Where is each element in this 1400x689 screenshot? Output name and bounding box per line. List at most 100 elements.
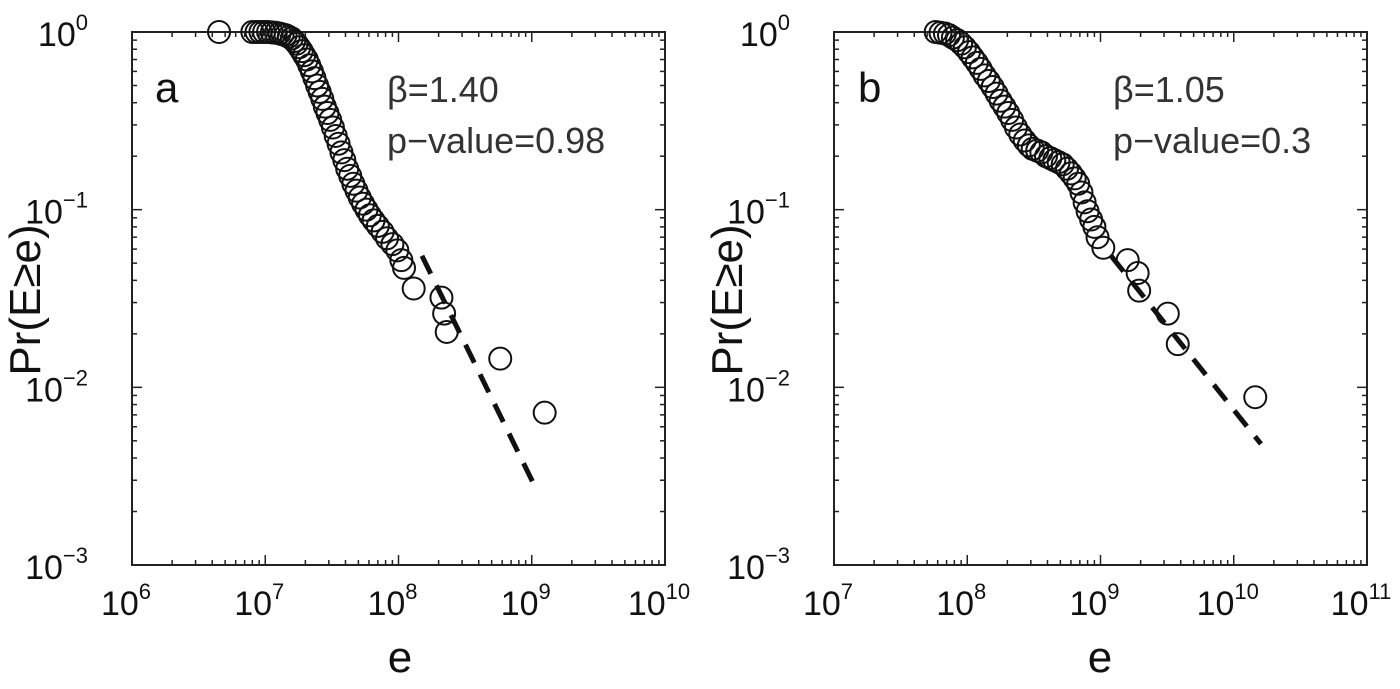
panel-b-ylabel: Pr(E≥e)	[703, 224, 752, 375]
panel-b-data-point	[1127, 278, 1152, 303]
panel-a-fit-layer	[419, 254, 540, 493]
tick-base: 10	[628, 585, 666, 623]
panel-b-xtick-label: 1010	[1197, 579, 1259, 623]
panel-a-data-point	[347, 185, 372, 210]
panel-a-xtick-label: 106	[101, 579, 151, 623]
panel-a-data-point	[392, 255, 417, 280]
panel-b-data-point	[1050, 152, 1075, 177]
panel-b-ytick-label: 100	[740, 10, 790, 54]
panel-b-xtick-label: 1011	[1331, 579, 1392, 623]
tick-exponent: 0	[778, 10, 790, 35]
tick-base: 10	[740, 16, 778, 54]
panel-b-fit-layer	[1109, 254, 1263, 446]
tick-base: 10	[101, 585, 139, 623]
panel-a-xtick-label: 109	[501, 579, 551, 623]
tick-base: 10	[25, 549, 63, 587]
tick-base: 10	[25, 371, 63, 409]
tick-exponent: −3	[63, 543, 88, 568]
panel-b-ytick-label: 10−1	[727, 188, 790, 232]
panel-b-data-point	[980, 75, 1005, 100]
panel-b-data-point	[1091, 235, 1116, 260]
panel-b-data-point	[1082, 214, 1107, 239]
tick-exponent: 6	[139, 579, 151, 604]
panel-a-data-point	[385, 238, 410, 263]
panel-a-ytick-label: 100	[38, 10, 88, 54]
tick-base: 10	[727, 371, 765, 409]
panel-b-data-point	[988, 88, 1013, 113]
panel-a-data-point	[401, 276, 426, 301]
panel-a-points	[207, 20, 557, 425]
tick-exponent: −2	[765, 365, 790, 390]
panel-a-data-point	[287, 35, 312, 60]
tick-exponent: 8	[974, 579, 986, 604]
panel-b-data-point	[972, 63, 997, 88]
tick-base: 10	[25, 194, 63, 232]
panel-a-p-value: p−value=0.98	[387, 120, 605, 161]
panel-a-data-point	[429, 285, 454, 310]
panel-a-frame	[131, 31, 666, 566]
tick-exponent: 10	[1234, 579, 1258, 604]
panel-b-data-point	[964, 50, 989, 75]
tick-exponent: 9	[1107, 579, 1119, 604]
panel-a-data-point	[207, 20, 232, 44]
tick-base: 10	[1197, 585, 1235, 623]
panel-b-xtick-label: 108	[936, 579, 986, 623]
tick-exponent: 9	[539, 579, 551, 604]
panel-a-ytick-label: 10−2	[25, 365, 88, 409]
panel-b-data-point	[968, 56, 993, 81]
panel-b-data-point	[996, 101, 1021, 126]
panel-b-data-point	[1165, 332, 1190, 357]
tick-exponent: 0	[76, 10, 88, 35]
panel-b-data-point	[1125, 261, 1150, 286]
panel-a-xtick-label: 108	[367, 579, 417, 623]
tick-exponent: −3	[765, 543, 790, 568]
panel-a-letter: a	[155, 64, 179, 111]
panel-a-data-point	[370, 219, 395, 244]
panel-a-ytick-label: 10−1	[25, 188, 88, 232]
panel-b-fit-line	[1109, 254, 1263, 446]
panel-b-data-point	[1069, 180, 1094, 205]
panel-b-xtick-label: 107	[803, 579, 853, 623]
panel-a-data-point	[488, 346, 513, 371]
panel-b-data-point	[976, 68, 1001, 93]
panel-b-data-point	[1243, 385, 1268, 410]
tick-exponent: −2	[63, 365, 88, 390]
tick-exponent: −1	[765, 188, 790, 213]
panel-b-data-point	[1155, 301, 1180, 326]
panel-a-fit-line	[419, 254, 540, 493]
panel-a-data-point	[434, 319, 459, 344]
tick-exponent: 7	[841, 579, 853, 604]
panel-a-xtick-label: 107	[234, 579, 284, 623]
panel-b-p-value: p−value=0.3	[1113, 120, 1311, 161]
panel-b-frame	[833, 31, 1368, 566]
panel-b-xlabel: e	[1088, 633, 1112, 682]
panel-b-data-point	[940, 25, 965, 50]
tick-exponent: 10	[666, 579, 690, 604]
panel-a-data-point	[432, 301, 457, 326]
tick-base: 10	[1331, 585, 1369, 623]
panel-a-ytick-label: 10−3	[25, 543, 88, 587]
panel-a-xtick-label: 1010	[628, 579, 690, 623]
panel-b-ytick-label: 10−3	[727, 543, 790, 587]
panel-b-data-point	[1003, 115, 1028, 140]
tick-base: 10	[936, 585, 974, 623]
tick-base: 10	[38, 16, 76, 54]
tick-exponent: 8	[405, 579, 417, 604]
tick-exponent: −1	[63, 188, 88, 213]
panel-b-letter: b	[858, 64, 881, 111]
panel-a-beta: β=1.40	[387, 69, 499, 110]
tick-exponent: 11	[1368, 579, 1391, 604]
tick-base: 10	[803, 585, 841, 623]
tick-exponent: 7	[272, 579, 284, 604]
tick-base: 10	[727, 549, 765, 587]
tick-base: 10	[501, 585, 539, 623]
panel-b-beta: β=1.05	[1113, 69, 1225, 110]
panel-a-ylabel: Pr(E≥e)	[1, 224, 50, 375]
panel-b-data-point	[992, 94, 1017, 119]
tick-base: 10	[727, 194, 765, 232]
